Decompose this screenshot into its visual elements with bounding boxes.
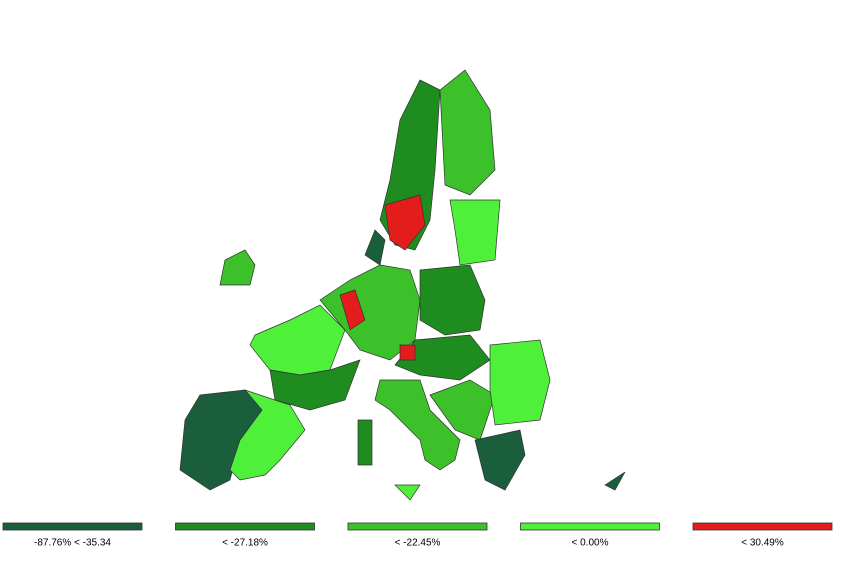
legend-label: < -27.18% <box>222 538 268 549</box>
region <box>439 69 496 196</box>
region <box>269 359 361 411</box>
legend: -87.76% < -35.34 < -27.18% < -22.45% < 0.00… <box>2 522 833 549</box>
region <box>364 229 386 266</box>
region <box>219 249 256 286</box>
legend-label: -87.76% < -35.34 <box>34 538 111 549</box>
region <box>229 389 306 481</box>
legend-swatch <box>692 522 833 531</box>
region <box>474 429 526 491</box>
region <box>429 379 496 441</box>
legend-swatch <box>175 522 315 531</box>
region <box>249 304 346 376</box>
legend-swatch <box>347 522 488 531</box>
region <box>384 194 426 251</box>
region <box>604 471 626 491</box>
legend-label: < 30.49% <box>741 538 784 549</box>
region <box>319 264 421 361</box>
legend-swatch <box>520 522 660 531</box>
legend-label: < -22.45% <box>395 538 441 549</box>
region <box>419 264 486 336</box>
map <box>179 69 626 501</box>
region <box>374 379 461 471</box>
legend-label: < 0.00% <box>572 538 609 549</box>
region <box>339 289 366 331</box>
region <box>394 484 421 501</box>
region <box>449 199 501 266</box>
region <box>357 419 373 466</box>
region <box>489 339 551 426</box>
legend-swatch <box>2 522 143 531</box>
region <box>399 344 416 361</box>
region <box>394 334 491 381</box>
